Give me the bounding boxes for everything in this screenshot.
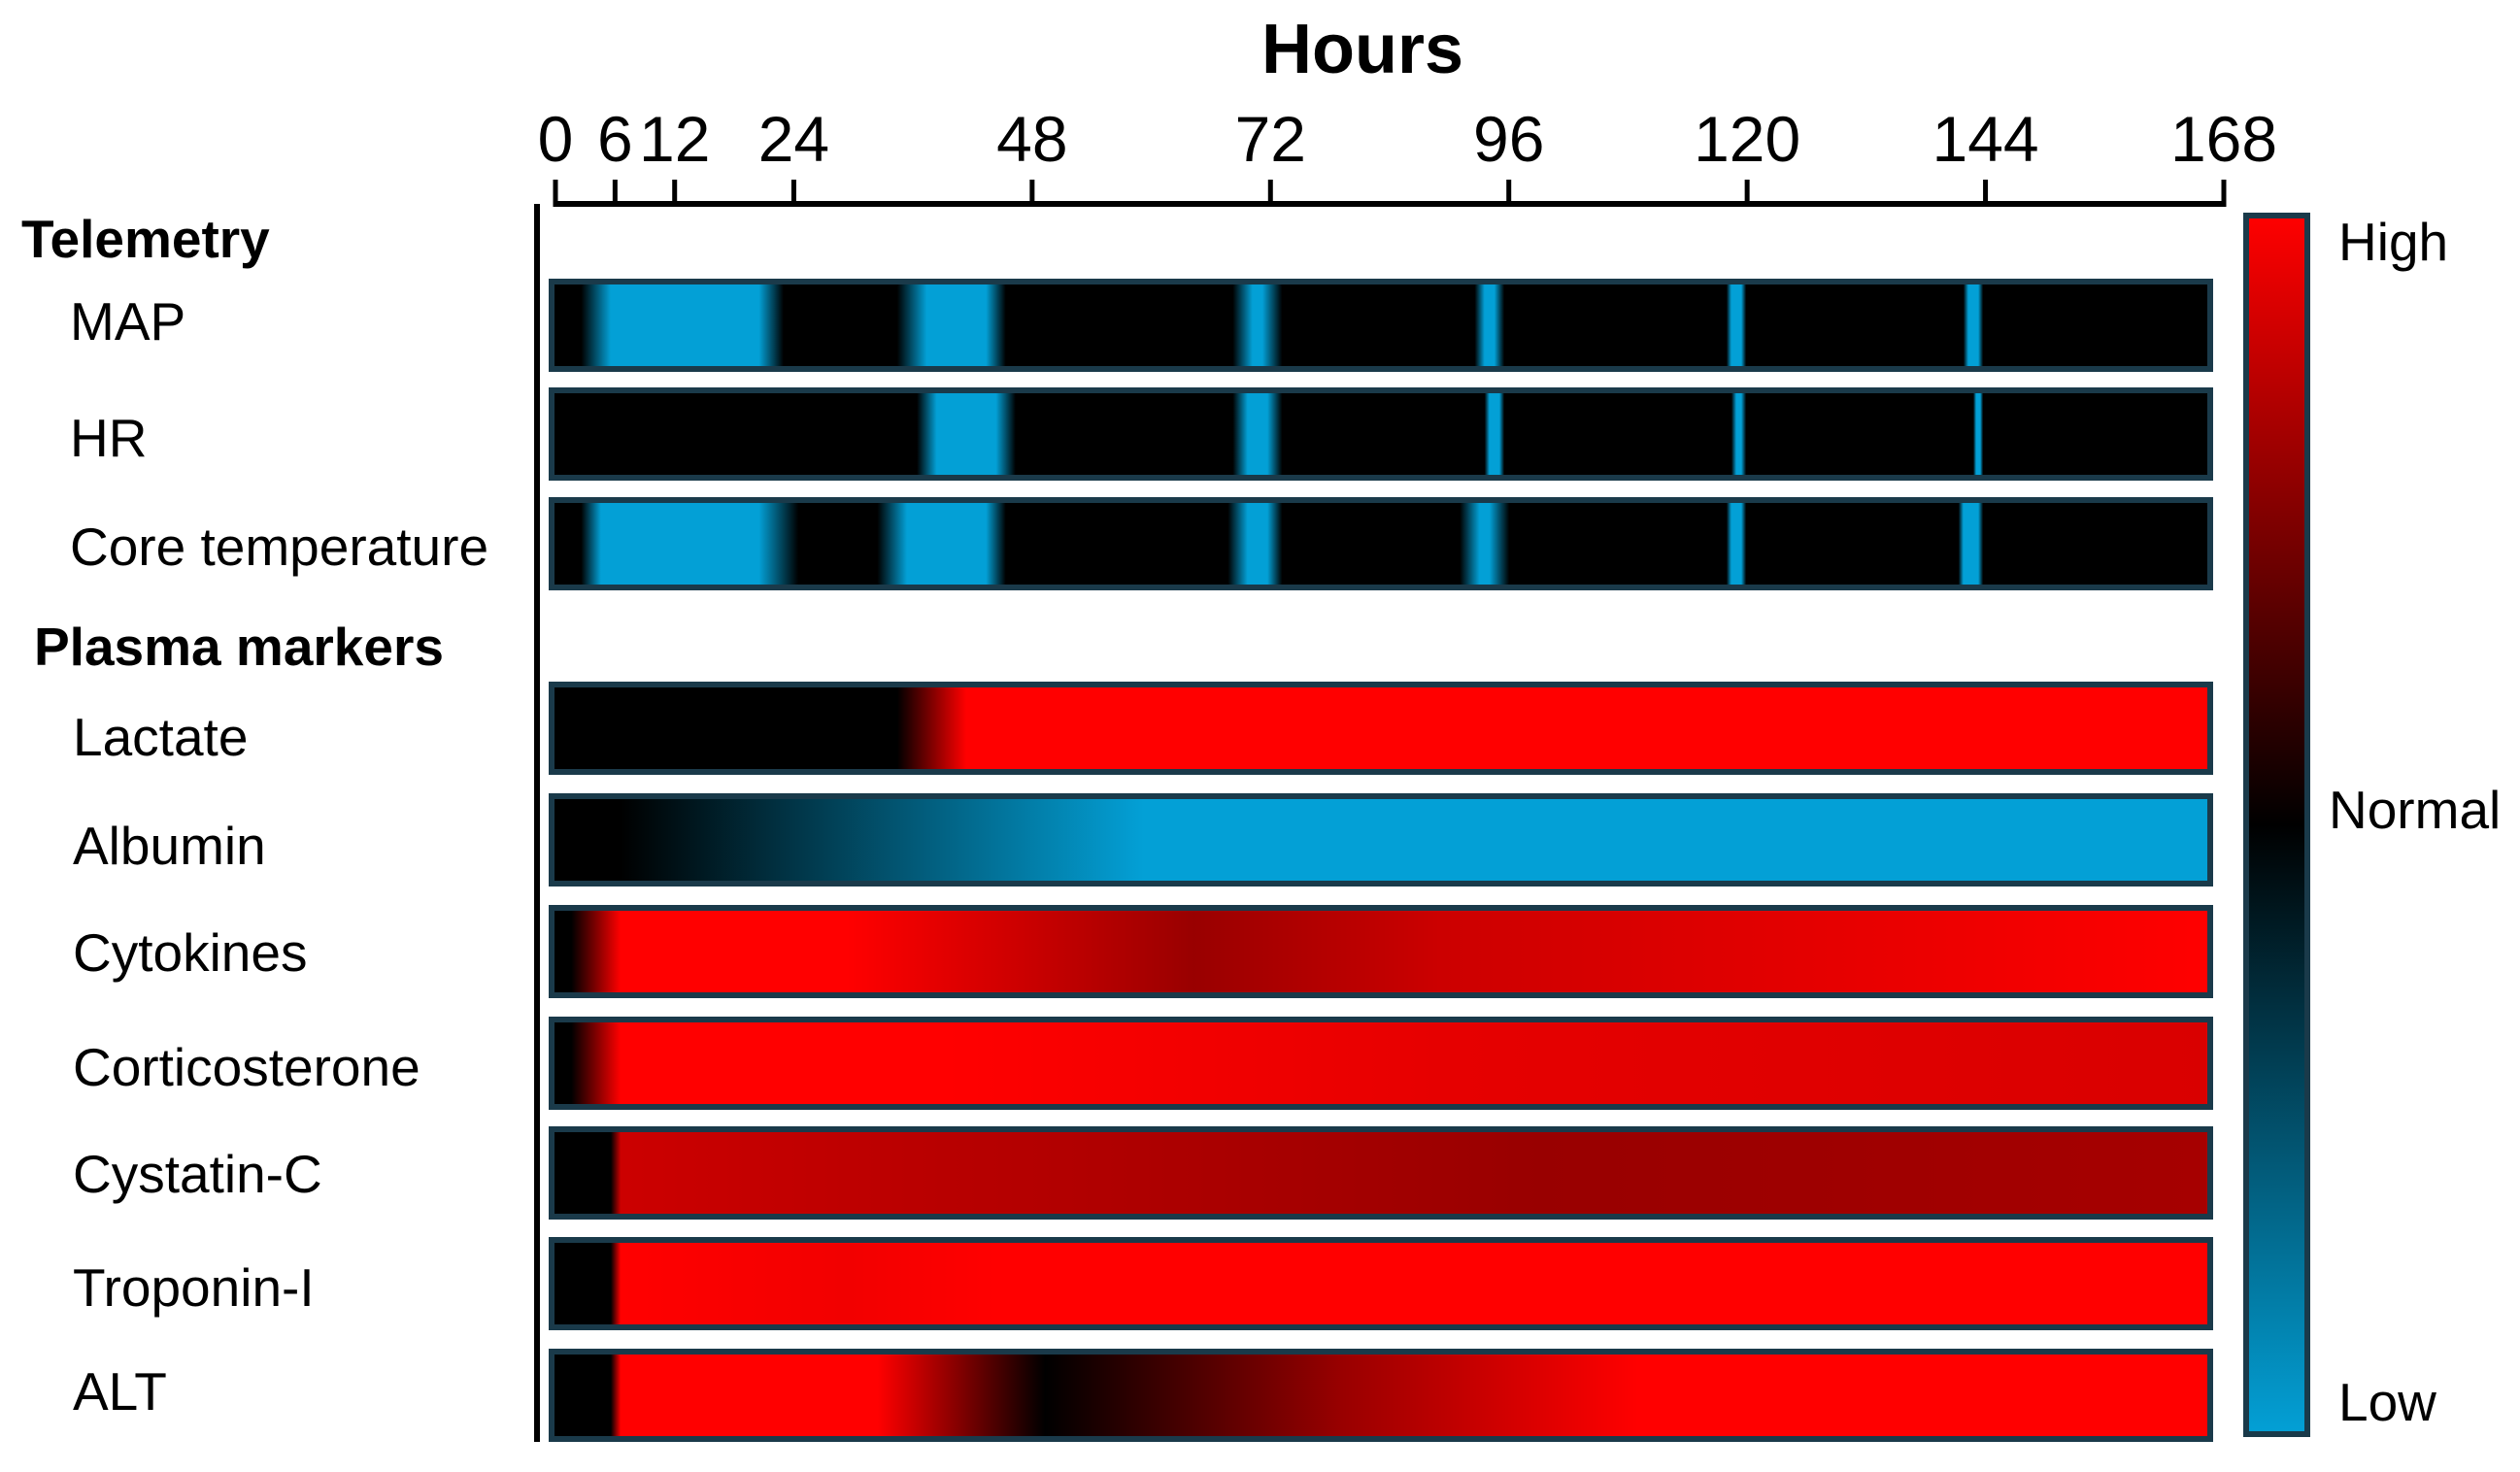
row-label: Cystatin-C bbox=[73, 1144, 322, 1204]
row-label: Troponin-I bbox=[73, 1257, 315, 1318]
row-label: ALT bbox=[73, 1361, 167, 1422]
colorbar-low-label: Low bbox=[2338, 1372, 2436, 1432]
colorbar-normal-label: Normal bbox=[2329, 780, 2501, 840]
row-label: MAP bbox=[70, 291, 185, 351]
x-axis: Hours 0 6 12 24 48 72 96 120 144 168 bbox=[534, 11, 2277, 1442]
x-tick-label: 12 bbox=[639, 103, 710, 175]
heatmap-rows: Telemetry MAP HR Core temperature Plasma mar… bbox=[21, 209, 2213, 1442]
x-tick-label: 24 bbox=[758, 103, 829, 175]
colorbar-legend: High Normal Low bbox=[2243, 212, 2501, 1437]
colorbar-high-label: High bbox=[2338, 212, 2448, 272]
group-label: Plasma markers bbox=[34, 617, 444, 677]
x-tick-label: 96 bbox=[1473, 103, 1544, 175]
row-label: Lactate bbox=[73, 707, 248, 767]
heatmap-row-bar bbox=[549, 1126, 2213, 1220]
x-tick-label: 0 bbox=[538, 103, 574, 175]
x-tick-label: 120 bbox=[1694, 103, 1800, 175]
heatmap-row-bar bbox=[549, 1017, 2213, 1110]
heatmap-row-bar bbox=[549, 905, 2213, 998]
heatmap-row-bar bbox=[549, 387, 2213, 481]
heatmap-row-bar bbox=[549, 1349, 2213, 1442]
x-tick-label: 144 bbox=[1932, 103, 2039, 175]
row-label: Core temperature bbox=[70, 517, 488, 577]
heatmap-row-bar bbox=[549, 279, 2213, 372]
row-label: HR bbox=[70, 408, 147, 468]
row-label: Albumin bbox=[73, 816, 266, 876]
heatmap-row-bar bbox=[549, 793, 2213, 887]
x-axis-title: Hours bbox=[1261, 11, 1463, 88]
colorbar bbox=[2243, 213, 2310, 1437]
x-tick-label: 72 bbox=[1235, 103, 1306, 175]
row-label: Cytokines bbox=[73, 922, 307, 983]
heatmap-row-bar bbox=[549, 497, 2213, 590]
x-tick-label: 168 bbox=[2170, 103, 2277, 175]
x-tick-label: 48 bbox=[996, 103, 1067, 175]
row-label: Corticosterone bbox=[73, 1037, 420, 1097]
heatmap-row-bar bbox=[549, 682, 2213, 775]
heatmap-row-bar bbox=[549, 1237, 2213, 1330]
group-label: Telemetry bbox=[21, 209, 270, 269]
x-tick-label: 6 bbox=[597, 103, 633, 175]
